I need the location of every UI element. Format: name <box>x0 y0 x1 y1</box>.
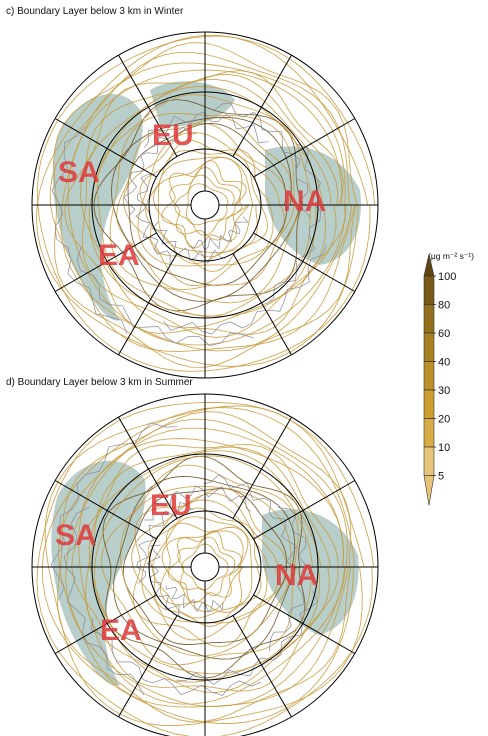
meridian-line <box>54 118 157 178</box>
coastline <box>90 617 262 696</box>
meridian-line <box>253 594 356 654</box>
coastline <box>146 544 182 620</box>
colorbar-tick-label: 30 <box>438 385 450 397</box>
meridian-line <box>118 615 178 718</box>
coastline <box>123 126 197 217</box>
meridian-line <box>54 232 157 292</box>
meridian-line <box>232 253 292 356</box>
panel-d-grid <box>32 394 378 736</box>
meridian-line <box>253 480 356 540</box>
colorbar-tick-label: 80 <box>438 300 450 312</box>
colorbar-segment <box>423 389 435 419</box>
colorbar-tick-label: 5 <box>438 471 444 483</box>
meridian-line <box>118 253 178 356</box>
coastline <box>135 173 171 266</box>
panel-c-map: EU SA NA EA <box>31 31 379 379</box>
panel-d-region-eu: EU <box>150 489 192 522</box>
panel-d-map: EU SA NA EA <box>31 393 379 736</box>
colorbar-segment <box>423 275 435 305</box>
coastline <box>144 485 252 521</box>
panel-c-grid <box>32 32 378 378</box>
coastline <box>63 506 145 696</box>
colorbar-unit: (μg m⁻² s⁻¹) <box>428 251 474 261</box>
colorbar-segment <box>423 361 435 391</box>
coastline <box>203 474 298 569</box>
colorbar-segment <box>423 418 435 448</box>
meridian-line <box>232 615 292 718</box>
meridian-line <box>232 416 292 519</box>
colorbar-tick-label: 100 <box>438 271 456 283</box>
panel-d-region-ea: EA <box>100 614 142 647</box>
coastline <box>51 126 128 334</box>
panel-d-region-na: NA <box>275 559 318 592</box>
colorbar-tick-labels: 100 80 60 40 30 20 10 5 <box>431 271 456 483</box>
panel-c-region-sa: SA <box>58 156 100 189</box>
coastline <box>269 507 312 652</box>
meridian-line <box>253 118 356 178</box>
panel-d-region-sa: SA <box>55 519 97 552</box>
panel-c-region-ea: EA <box>98 239 140 272</box>
meridian-line <box>232 54 292 157</box>
meridian-line <box>54 594 157 654</box>
colorbar-tick-label: 40 <box>438 357 450 369</box>
colorbar-segment <box>423 332 435 362</box>
coastline <box>76 246 255 346</box>
meridian-line <box>253 232 356 292</box>
colorbar-tick-label: 20 <box>438 414 450 426</box>
coastline <box>212 102 311 218</box>
coastline <box>136 501 194 584</box>
colorbar-tick-label: 10 <box>438 442 450 454</box>
colorbar-segment <box>423 304 435 334</box>
meridian-line <box>118 416 178 519</box>
colorbar-tick-label: 60 <box>438 328 450 340</box>
colorbar-bottom-arrow <box>423 475 435 506</box>
coastline <box>163 244 327 335</box>
panel-d-title: d) Boundary Layer below 3 km in Summer <box>6 377 193 388</box>
coastline <box>190 216 249 251</box>
meridian-line <box>118 54 178 157</box>
meridian-line <box>54 480 157 540</box>
colorbar-segment <box>423 446 435 476</box>
colorbar-segments <box>423 253 435 506</box>
coastline <box>165 585 224 613</box>
colorbar: (μg m⁻² s⁻¹) 100 80 60 40 30 20 10 5 <box>423 251 474 506</box>
panel-c-region-eu: EU <box>152 119 194 152</box>
panel-c-title: c) Boundary Layer below 3 km in Winter <box>6 6 184 17</box>
coastline <box>50 422 178 601</box>
panel-c-region-na: NA <box>283 185 326 218</box>
coastline <box>151 221 226 264</box>
